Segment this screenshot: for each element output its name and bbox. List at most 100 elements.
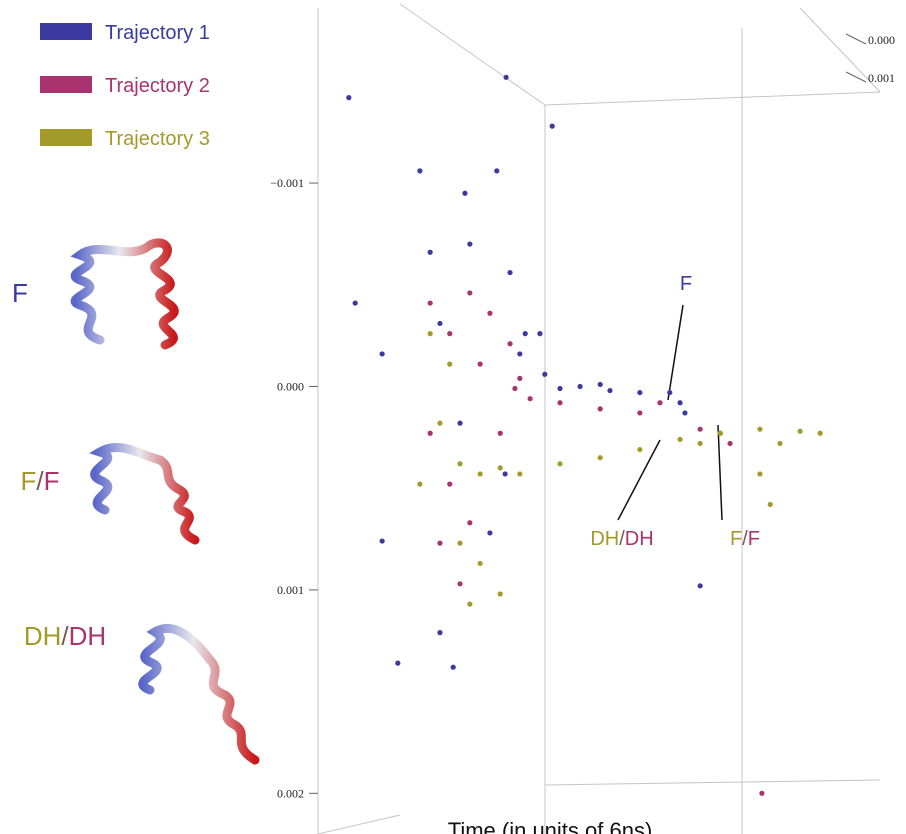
structure-label: DH/DH [24, 621, 106, 651]
structure-label-part: DH [24, 621, 62, 651]
point [727, 440, 733, 447]
point [437, 630, 443, 636]
point [379, 538, 385, 544]
point [817, 430, 823, 436]
point [797, 428, 803, 434]
z-tick-label: 0.000 [868, 33, 895, 47]
annotation: F [680, 273, 692, 295]
point [697, 583, 703, 589]
annotation-part: DH [625, 528, 654, 550]
point [507, 269, 513, 276]
point [503, 74, 509, 80]
point [682, 410, 688, 416]
point [447, 331, 453, 337]
point [597, 381, 603, 388]
annotation-part: F [730, 528, 742, 550]
point [457, 461, 463, 467]
point [517, 351, 523, 357]
point [557, 400, 563, 406]
point [527, 396, 533, 402]
y-tick-label: 0.001 [277, 583, 304, 597]
legend-swatch [40, 129, 92, 146]
point [637, 446, 643, 453]
point [597, 406, 603, 412]
point [395, 660, 401, 666]
structure-label-part: DH [69, 621, 107, 651]
annotation-part: DH [590, 528, 619, 550]
y-tick-label: 0.000 [277, 379, 304, 393]
annotation-part: / [742, 528, 748, 550]
annotation-part: / [619, 528, 625, 550]
point [677, 400, 683, 406]
point [637, 410, 643, 416]
point [462, 190, 468, 196]
legend-label: Trajectory 1 [105, 22, 210, 44]
point [767, 501, 773, 508]
box-frame [317, 3, 881, 834]
point [759, 790, 765, 796]
point [497, 430, 503, 436]
structure-label-part: F [44, 466, 60, 496]
point [352, 300, 358, 306]
point [517, 375, 523, 381]
point [379, 351, 385, 357]
structure-label-part: F [20, 466, 36, 496]
point [457, 581, 463, 587]
point [437, 420, 443, 426]
structure-label: F [12, 278, 28, 308]
point [657, 400, 663, 406]
point [447, 481, 453, 487]
point [537, 331, 543, 337]
structure-label: F/F [20, 466, 59, 496]
point [502, 471, 508, 477]
point [427, 300, 433, 306]
point [557, 385, 563, 392]
point [512, 385, 518, 392]
point [437, 320, 443, 327]
legend-label: Trajectory 3 [105, 128, 210, 150]
point [417, 481, 423, 487]
point [346, 95, 352, 101]
point [450, 664, 456, 670]
point [507, 341, 513, 347]
annotation-part: F [748, 528, 760, 550]
legend-swatch [40, 76, 92, 93]
point [497, 591, 503, 597]
leader-lines [617, 304, 723, 521]
point [497, 465, 503, 471]
legend-swatch [40, 23, 92, 40]
point [427, 331, 433, 337]
z-tick-mark [845, 33, 867, 45]
x-axis-label: Time (in units of 6ns) [448, 818, 653, 834]
point [417, 168, 423, 174]
point [697, 440, 703, 447]
structure-label-part: F [12, 278, 28, 308]
point [522, 331, 528, 337]
point [467, 241, 473, 247]
point [667, 389, 673, 396]
point [697, 426, 703, 432]
point [427, 249, 433, 255]
point [517, 471, 523, 477]
y-tick-label: −0.001 [270, 176, 304, 190]
point [637, 389, 643, 396]
structure-label-part: / [61, 621, 69, 651]
point [549, 123, 555, 129]
point [577, 383, 583, 390]
y-tick-label: 0.002 [277, 786, 304, 800]
point [437, 540, 443, 546]
point [777, 440, 783, 447]
point [457, 540, 463, 546]
point [447, 361, 453, 367]
annotation: F/F [730, 528, 760, 550]
point [477, 361, 483, 367]
point [557, 461, 563, 467]
point [597, 455, 603, 461]
point [494, 168, 500, 174]
z-tick-label: 0.001 [868, 71, 895, 85]
point [467, 290, 473, 296]
point [477, 560, 483, 567]
point [467, 601, 473, 607]
